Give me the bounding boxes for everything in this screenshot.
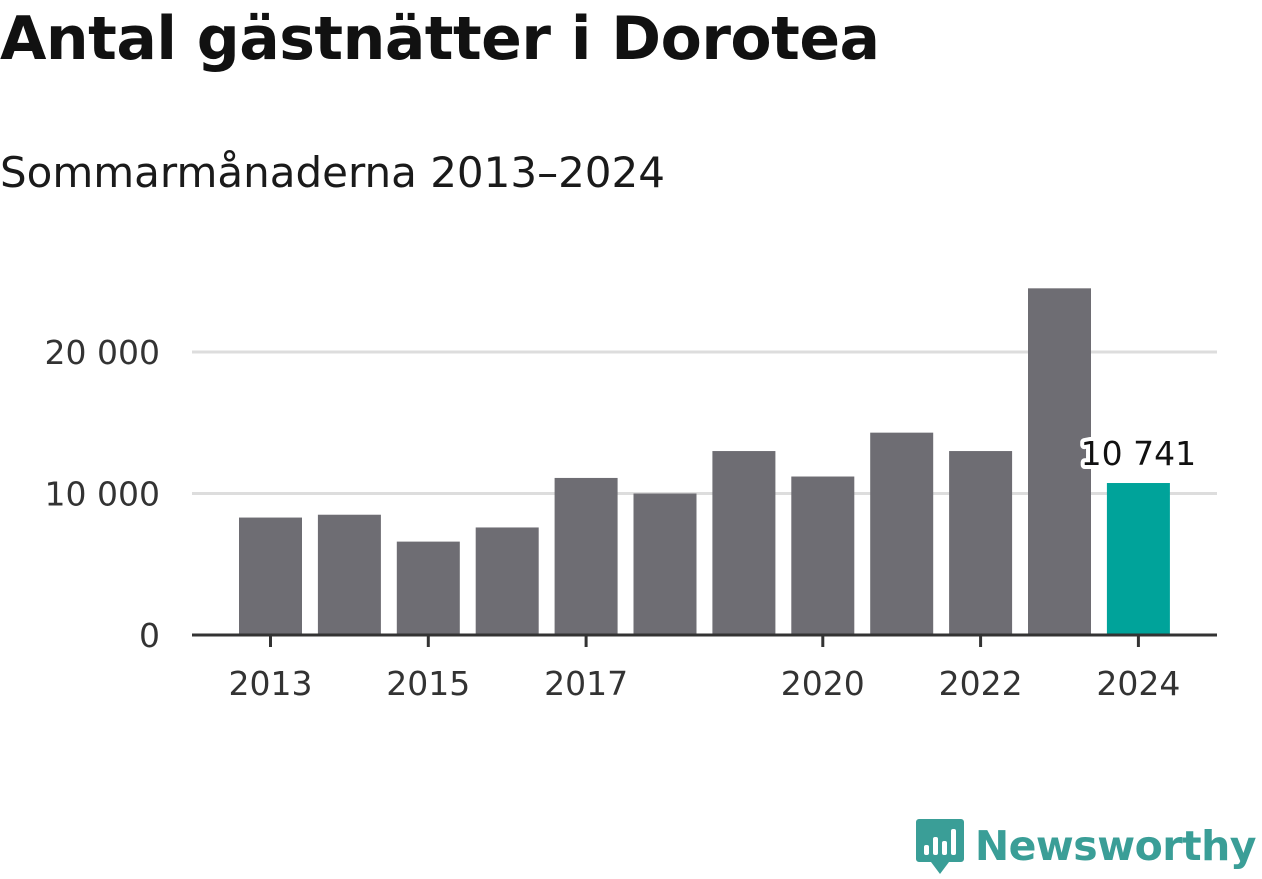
bar-2021	[870, 432, 934, 635]
bar-2022	[949, 451, 1013, 635]
axes	[192, 633, 1217, 647]
bars	[239, 288, 1170, 635]
x-tick-label: 2020	[781, 664, 865, 703]
bar-2020	[791, 476, 855, 635]
labels: 0 10 000 20 000 2013 2015 2017 2020 2022 2024 10 …	[45, 333, 1201, 703]
y-tick-label: 20 000	[45, 333, 160, 372]
y-tick-label: 0	[139, 616, 160, 655]
x-tick-label: 2017	[544, 664, 628, 703]
chart-title: Antal gästnätter i Dorotea	[0, 4, 880, 74]
bar-2024	[1106, 483, 1170, 635]
bar-2019	[712, 451, 776, 635]
chart-subtitle: Sommarmånaderna 2013–2024	[0, 148, 665, 197]
bar-2018	[633, 493, 697, 635]
bar-2014	[317, 514, 381, 635]
bar-2023	[1028, 288, 1091, 635]
bar-2017	[554, 477, 618, 635]
bar-2016	[475, 527, 539, 635]
bar-2015	[396, 541, 460, 635]
x-tick-label: 2015	[386, 664, 470, 703]
y-tick-label: 10 000	[45, 475, 160, 514]
x-tick-label: 2024	[1096, 664, 1180, 703]
newsworthy-logo: Newsworthy	[915, 817, 1257, 875]
x-tick-label: 2022	[939, 664, 1023, 703]
bar-2013	[239, 517, 302, 635]
brand-name: Newsworthy	[974, 822, 1257, 870]
x-tick-label: 2013	[229, 664, 313, 703]
data-label: 10 741	[1081, 434, 1196, 473]
bar-chart-icon	[915, 819, 964, 874]
